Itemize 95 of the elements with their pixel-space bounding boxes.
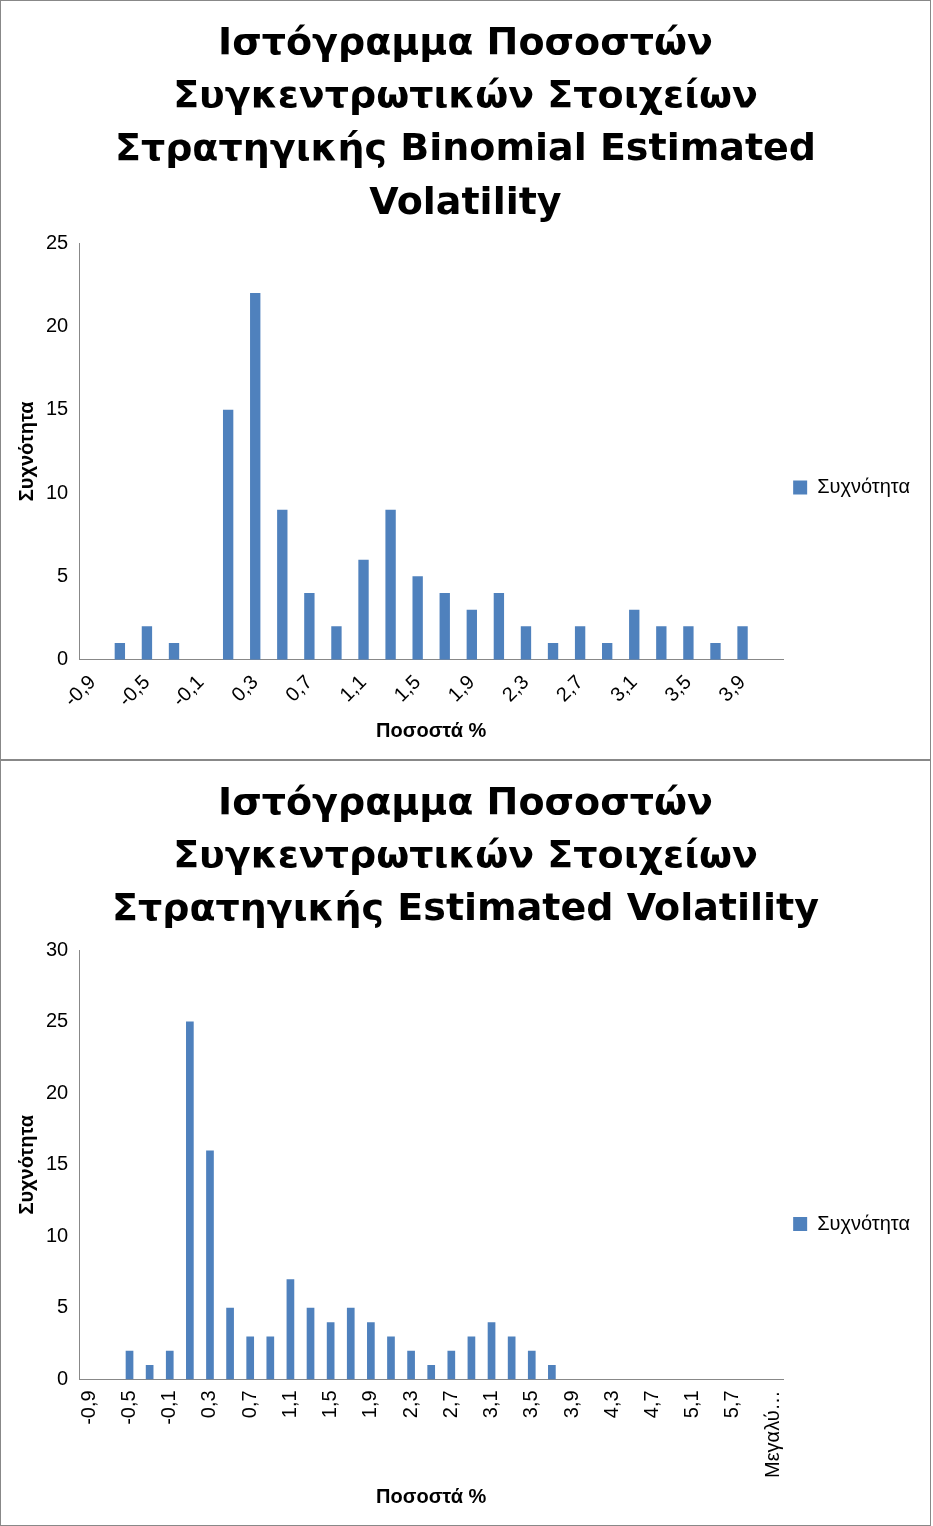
bar (168, 642, 180, 660)
x-tick-label: 5,7 (720, 1389, 743, 1418)
x-tick-label: 0,3 (226, 670, 262, 706)
bar (222, 409, 234, 660)
bar (277, 509, 288, 660)
bar (141, 626, 153, 660)
bar (286, 1278, 295, 1379)
bar (226, 1307, 234, 1379)
bar (206, 1149, 214, 1379)
chart-title: Ιστόγραμμα Ποσοστών Συγκεντρωτικών Στοιχείων Στρατηγικής Estimated Volatility (111, 778, 820, 932)
bar (246, 1336, 255, 1379)
x-tick-label: 4,7 (639, 1389, 662, 1418)
y-tick-label: 5 (57, 563, 69, 586)
bar (326, 1321, 335, 1379)
bar (656, 626, 667, 660)
x-tick-label: 3,9 (559, 1389, 582, 1418)
x-tick-label: -0,9 (59, 670, 100, 710)
y-tick-label: 10 (46, 1223, 69, 1246)
legend-label: Συχνότητα (817, 474, 910, 497)
x-tick-label: 4,3 (599, 1389, 622, 1418)
y-tick-label: 30 (46, 937, 69, 960)
x-tick-label: 0,3 (197, 1389, 220, 1418)
y-tick-label: 15 (46, 396, 69, 419)
y-tick-label: 0 (57, 646, 69, 669)
x-tick-label: 1,5 (318, 1389, 341, 1418)
y-tick-label: 10 (46, 480, 69, 503)
y-axis-title: Συχνότητα (14, 1113, 37, 1215)
x-tick-label: -0,9 (76, 1389, 99, 1425)
bar (165, 1350, 174, 1379)
bar (548, 1364, 556, 1379)
x-axis-title: Ποσοστά % (376, 1484, 487, 1507)
bar (574, 626, 586, 660)
bar (367, 1321, 375, 1379)
x-tick-label: 3,5 (659, 670, 696, 706)
bar (629, 609, 640, 660)
bar (358, 559, 369, 660)
y-tick-label: 25 (46, 230, 69, 253)
bar (304, 592, 315, 660)
x-tick-label: -0,5 (113, 670, 154, 710)
bar (487, 1321, 496, 1379)
bar (507, 1336, 516, 1379)
bar (346, 1307, 355, 1379)
bar (114, 642, 126, 660)
bar (427, 1364, 436, 1379)
x-tick-label: 0,7 (280, 670, 317, 706)
x-tick-label: 2,3 (398, 1389, 421, 1418)
x-tick-label: 0,7 (237, 1389, 260, 1418)
x-tick-label: 2,7 (551, 670, 587, 706)
bar (266, 1336, 275, 1379)
x-tick-label: 1,5 (389, 670, 425, 706)
bar (412, 576, 423, 660)
y-tick-label: 5 (57, 1294, 69, 1317)
bar (331, 626, 342, 660)
x-tick-label: 1,1 (277, 1389, 300, 1418)
y-tick-label: 0 (57, 1366, 69, 1389)
bar (683, 626, 694, 660)
x-tick-label: 1,1 (335, 670, 371, 706)
x-tick-label: 1,9 (358, 1389, 381, 1418)
bar (385, 509, 396, 660)
bar (493, 592, 505, 660)
y-tick-label: 20 (46, 313, 69, 336)
bar (737, 626, 748, 660)
x-tick-label: 1,9 (443, 670, 479, 706)
x-tick-label: -0,1 (157, 1389, 180, 1425)
x-tick-label: 3,1 (605, 670, 641, 706)
legend-label: Συχνότητα (817, 1211, 910, 1234)
y-tick-label: 15 (46, 1151, 69, 1174)
x-tick-label: -0,1 (167, 670, 208, 710)
bar (527, 1350, 536, 1379)
bar (467, 1336, 476, 1379)
bar (439, 592, 450, 660)
bar (250, 292, 261, 660)
bar (710, 642, 721, 660)
x-tick-label: Μεγαλύ… (760, 1389, 783, 1478)
bar (602, 642, 613, 660)
bar (387, 1336, 395, 1379)
bar (186, 1021, 194, 1379)
x-tick-label: 2,3 (497, 670, 533, 706)
y-tick-label: 20 (46, 1080, 69, 1103)
x-tick-label: -0,5 (117, 1389, 140, 1425)
x-axis-title: Ποσοστά % (376, 718, 487, 741)
bar (466, 609, 477, 660)
x-tick-label: 5,1 (680, 1389, 703, 1418)
chart-title: Ιστόγραμμα Ποσοστών Συγκεντρωτικών Στοιχείων Στρατηγικής Binomial Estimated Volatility (113, 18, 818, 225)
y-tick-label: 25 (46, 1008, 69, 1031)
x-tick-label: 3,9 (714, 670, 750, 706)
x-tick-label: 2,7 (438, 1389, 461, 1418)
bar (447, 1350, 456, 1379)
bar (407, 1350, 415, 1379)
bar (306, 1307, 315, 1379)
bar (547, 642, 559, 660)
x-tick-label: 3,5 (519, 1389, 542, 1418)
bar (520, 626, 532, 660)
x-tick-label: 3,1 (479, 1389, 502, 1418)
y-axis-title: Συχνότητα (14, 400, 37, 501)
